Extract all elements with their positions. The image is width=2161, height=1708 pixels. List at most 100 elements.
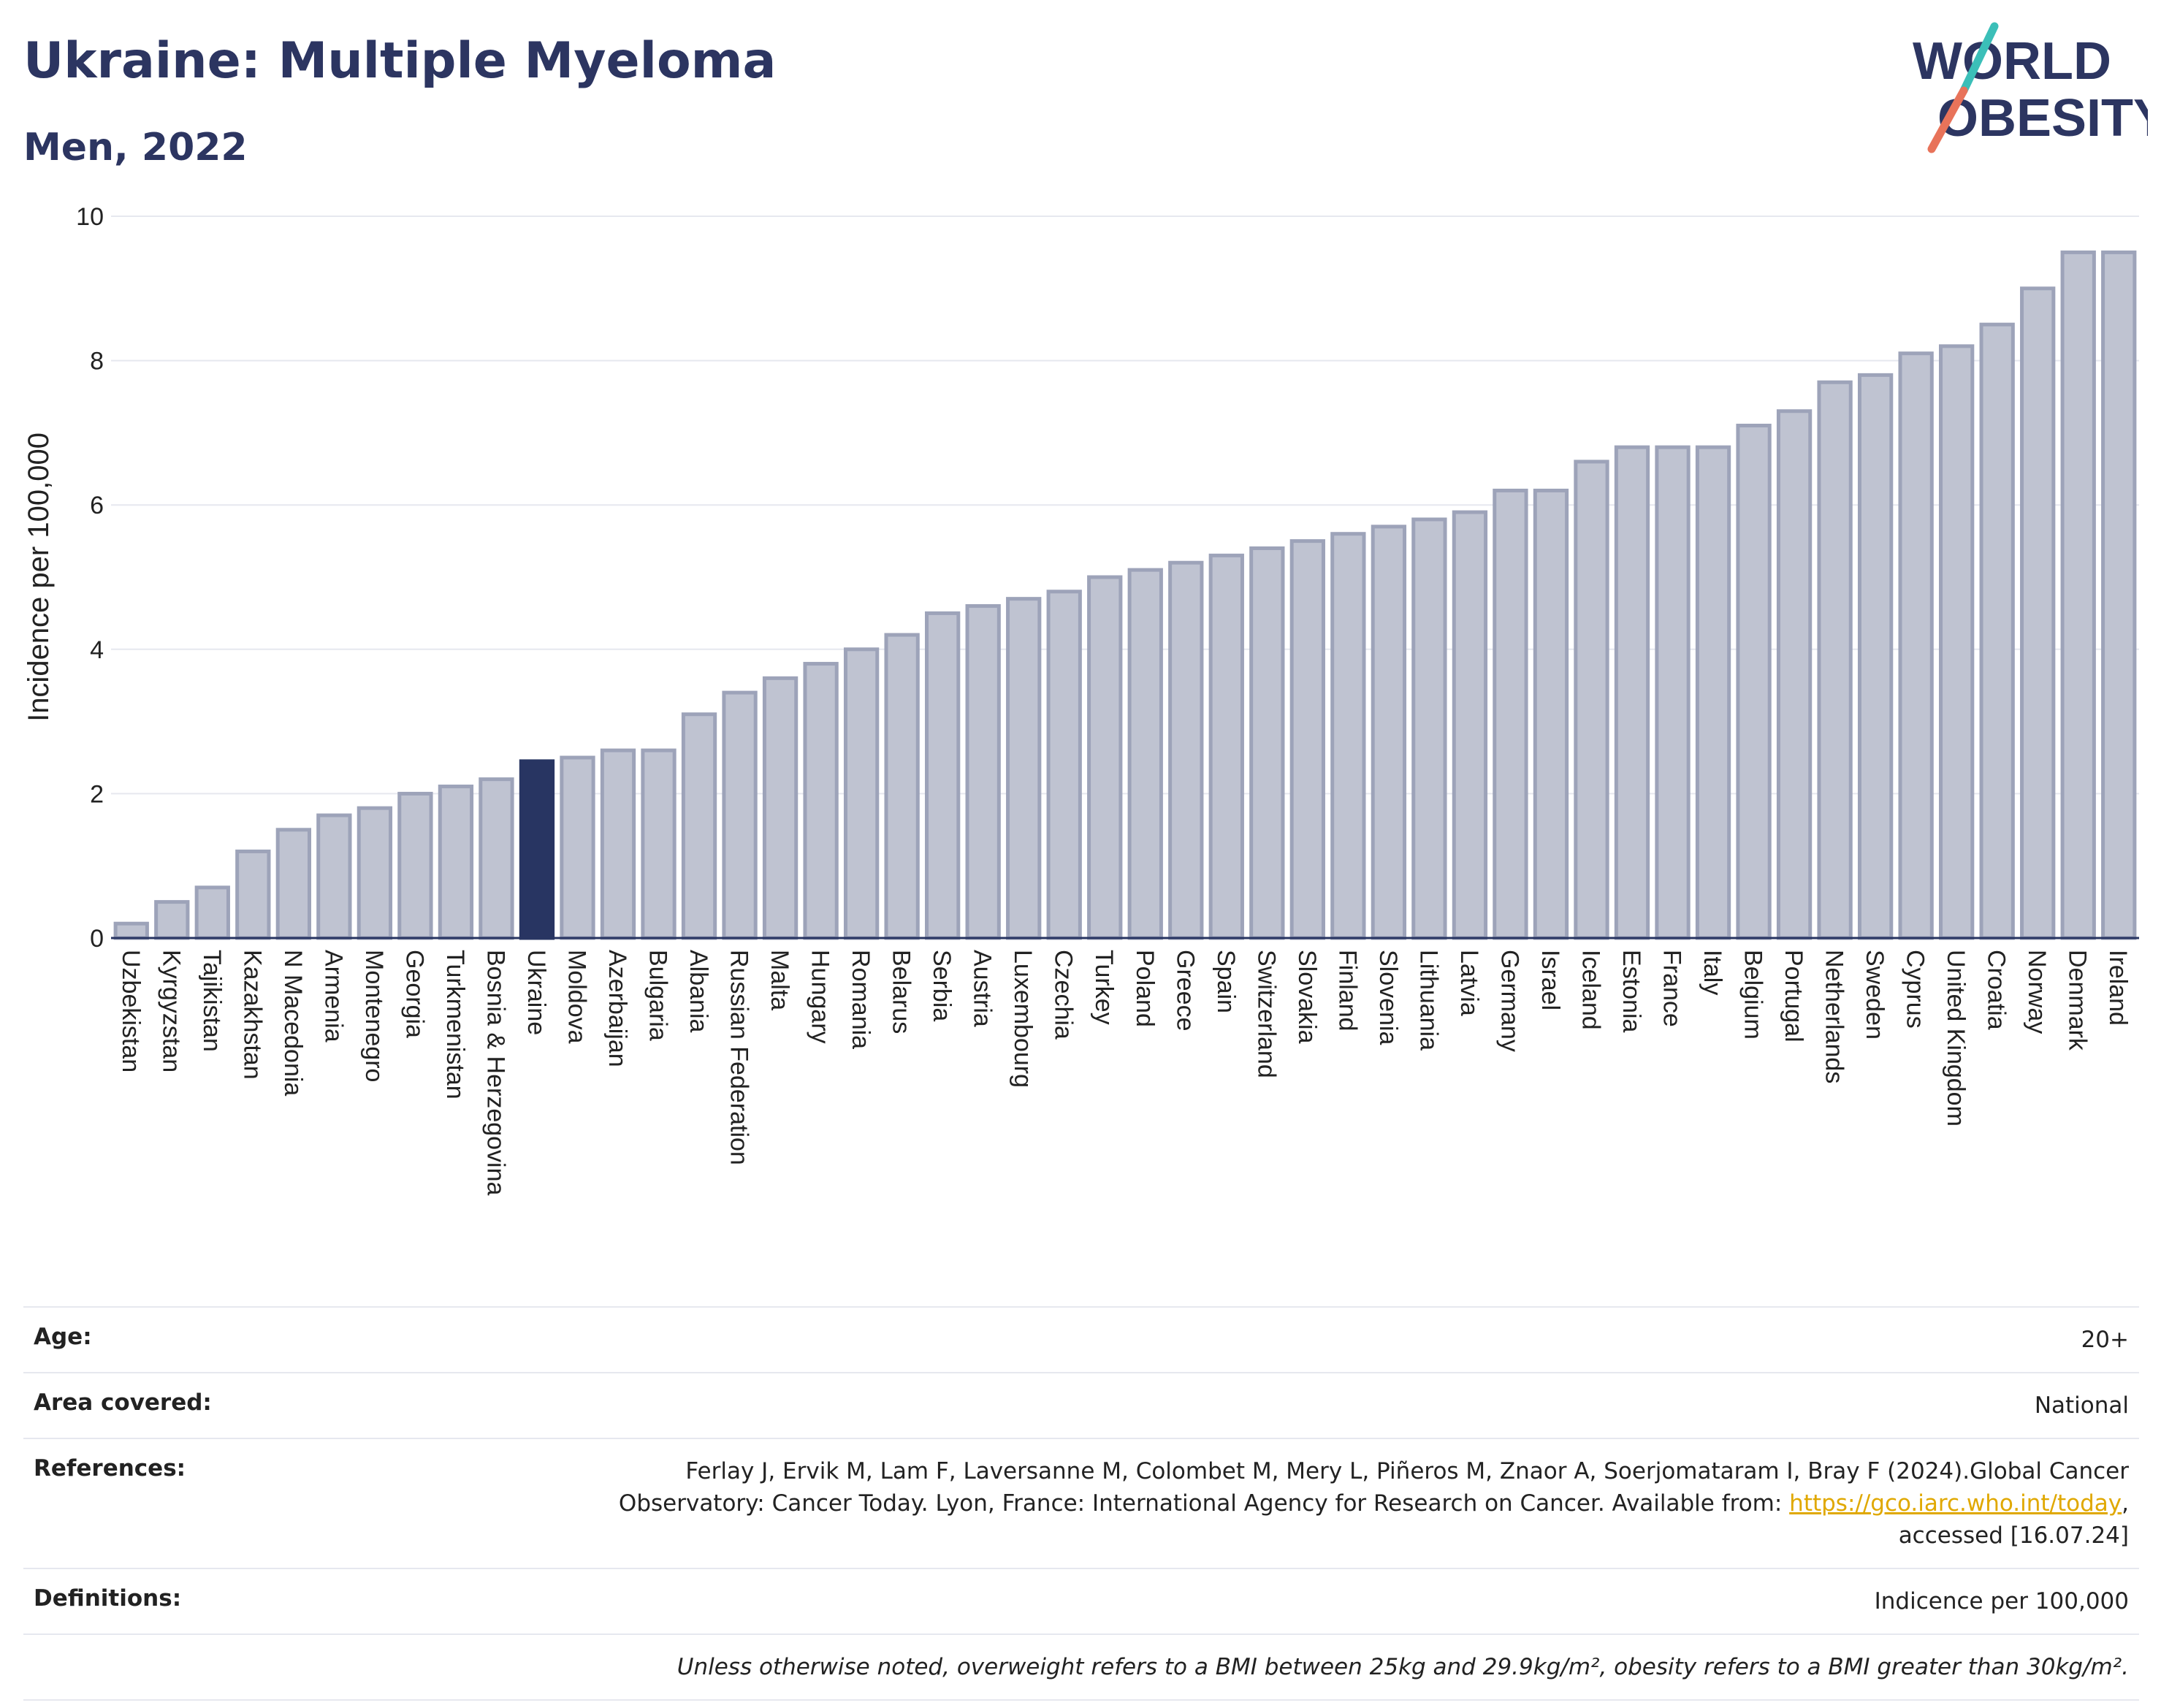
bar-poland	[1127, 568, 1163, 940]
meta-row-definitions: Definitions: Indicence per 100,000	[23, 1568, 2139, 1633]
bar-bosnia-herzegovina	[479, 777, 514, 940]
x-tick-label: Lithuania	[1414, 950, 1442, 1051]
x-tick-label: Ukraine	[522, 950, 550, 1035]
bar-belarus	[884, 633, 920, 940]
references-text-2: Observatory: Cancer Today. Lyon, France:…	[618, 1490, 1790, 1517]
logo-slash-top	[1959, 22, 1999, 95]
logo-line1: WORLD	[1913, 32, 2111, 91]
bar-turkmenistan	[438, 785, 474, 940]
bar-latvia	[1452, 510, 1488, 940]
x-tick-label: Armenia	[319, 950, 347, 1042]
x-tick-label: Denmark	[2064, 950, 2092, 1051]
bar-kazakhstan	[235, 849, 271, 940]
meta-row-age: Age: 20+	[23, 1306, 2139, 1372]
bar-portugal	[1776, 409, 1813, 940]
bar-albania	[681, 712, 717, 940]
bar-luxembourg	[1006, 597, 1042, 940]
x-tick-label: Netherlands	[1821, 950, 1848, 1083]
x-tick-label: Germany	[1495, 950, 1523, 1052]
x-tick-label: Croatia	[1983, 950, 2011, 1030]
x-tick-label: Estonia	[1617, 950, 1645, 1032]
world-obesity-logo: WORLD OBESITY	[1913, 22, 2148, 153]
bar-kyrgyzstan	[154, 900, 190, 940]
x-tick-label: France	[1658, 950, 1686, 1027]
references-text-1: Ferlay J, Ervik M, Lam F, Laversanne M, …	[685, 1458, 2129, 1484]
x-tick-label: Spain	[1212, 950, 1240, 1013]
page-title: Ukraine: Multiple Myeloma	[23, 32, 777, 90]
y-tick-label: 4	[90, 636, 104, 664]
bar-turkey	[1087, 575, 1123, 940]
bar-united-kingdom	[1939, 344, 1975, 940]
x-tick-label: Slovenia	[1374, 950, 1402, 1045]
x-tick-label: Belgium	[1739, 950, 1767, 1040]
bar-spain	[1208, 553, 1244, 940]
x-tick-label: Latvia	[1455, 950, 1483, 1016]
x-tick-label: Norway	[2023, 950, 2051, 1034]
x-tick-label: Montenegro	[360, 950, 388, 1082]
meta-row-area: Area covered: National	[23, 1372, 2139, 1438]
references-label: References:	[34, 1455, 186, 1482]
x-tick-label: Cyprus	[1902, 950, 1929, 1029]
bar-finland	[1330, 532, 1366, 940]
x-tick-label: Kazakhstan	[238, 950, 266, 1080]
bar-bulgaria	[641, 748, 676, 940]
bar-azerbaijan	[600, 748, 636, 940]
x-tick-label: Belarus	[888, 950, 915, 1034]
logo-slash-bottom	[1927, 86, 1968, 153]
bar-sweden	[1857, 373, 1894, 940]
y-tick-label: 2	[90, 780, 104, 808]
x-tick-label: Georgia	[400, 950, 428, 1038]
page-subtitle: Men, 2022	[23, 126, 248, 169]
x-tick-label: Kyrgyzstan	[157, 950, 185, 1072]
bar-netherlands	[1817, 380, 1853, 940]
x-tick-label: Uzbekistan	[117, 950, 145, 1072]
bar-chart: 0 2 4 6 8 10 Incidence per 100,000 Uzbekistan Ky…	[23, 203, 2139, 1196]
bar-belgium	[1736, 424, 1772, 940]
bar-tajikistan	[194, 885, 230, 940]
y-axis-title: Incidence per 100,000	[23, 432, 55, 722]
logo-line2: OBESITY	[1937, 89, 2148, 148]
x-tick-label: Moldova	[563, 950, 590, 1044]
bar-malta	[762, 676, 799, 940]
references-link[interactable]: https://gco.iarc.who.int/today	[1789, 1490, 2122, 1517]
x-tick-label: Luxembourg	[1009, 950, 1037, 1088]
age-label: Age:	[34, 1324, 92, 1350]
references-value: Ferlay J, Ervik M, Lam F, Laversanne M, …	[618, 1458, 2129, 1549]
bar-moldova	[560, 755, 595, 940]
bar-estonia	[1614, 445, 1650, 940]
bar-denmark	[2060, 250, 2096, 940]
bar-hungary	[803, 662, 839, 940]
bar-ireland	[2101, 250, 2137, 940]
x-tick-label: Greece	[1171, 950, 1199, 1032]
bar-czechia	[1046, 590, 1082, 940]
bar-switzerland	[1249, 546, 1285, 940]
meta-row-note: Unless otherwise noted, overweight refer…	[23, 1633, 2139, 1701]
bar-greece	[1168, 560, 1204, 940]
x-tick-label: Austria	[969, 950, 996, 1027]
x-tick-label: Poland	[1131, 950, 1159, 1027]
meta-row-references: References: Ferlay J, Ervik M, Lam F, La…	[23, 1438, 2139, 1568]
definitions-label: Definitions:	[34, 1585, 182, 1612]
x-tick-label: Azerbaijan	[603, 950, 631, 1067]
x-tick-label: Turkmenistan	[441, 950, 469, 1099]
bar-austria	[965, 604, 1001, 940]
x-tick-label: Tajikistan	[198, 950, 226, 1052]
x-tick-label: United Kingdom	[1942, 950, 1970, 1126]
bar-georgia	[397, 791, 433, 940]
x-tick-label: Italy	[1699, 950, 1726, 995]
area-value: National	[2034, 1392, 2129, 1419]
x-tick-label: Portugal	[1780, 950, 1807, 1042]
x-tick-label: Turkey	[1090, 950, 1118, 1025]
bar-norway	[2020, 286, 2056, 940]
bar-lithuania	[1411, 517, 1447, 940]
x-tick-label: Switzerland	[1252, 950, 1280, 1078]
bmi-note: Unless otherwise noted, overweight refer…	[676, 1654, 2129, 1680]
x-tick-label: Bulgaria	[644, 950, 672, 1041]
area-label: Area covered:	[34, 1389, 212, 1416]
y-tick-label: 8	[90, 348, 104, 375]
bar-armenia	[316, 813, 352, 940]
bar-uzbekistan	[113, 921, 149, 940]
x-tick-label: Russian Federation	[725, 950, 753, 1165]
x-tick-label: Czechia	[1050, 950, 1078, 1040]
x-tick-label: Slovakia	[1293, 950, 1321, 1044]
